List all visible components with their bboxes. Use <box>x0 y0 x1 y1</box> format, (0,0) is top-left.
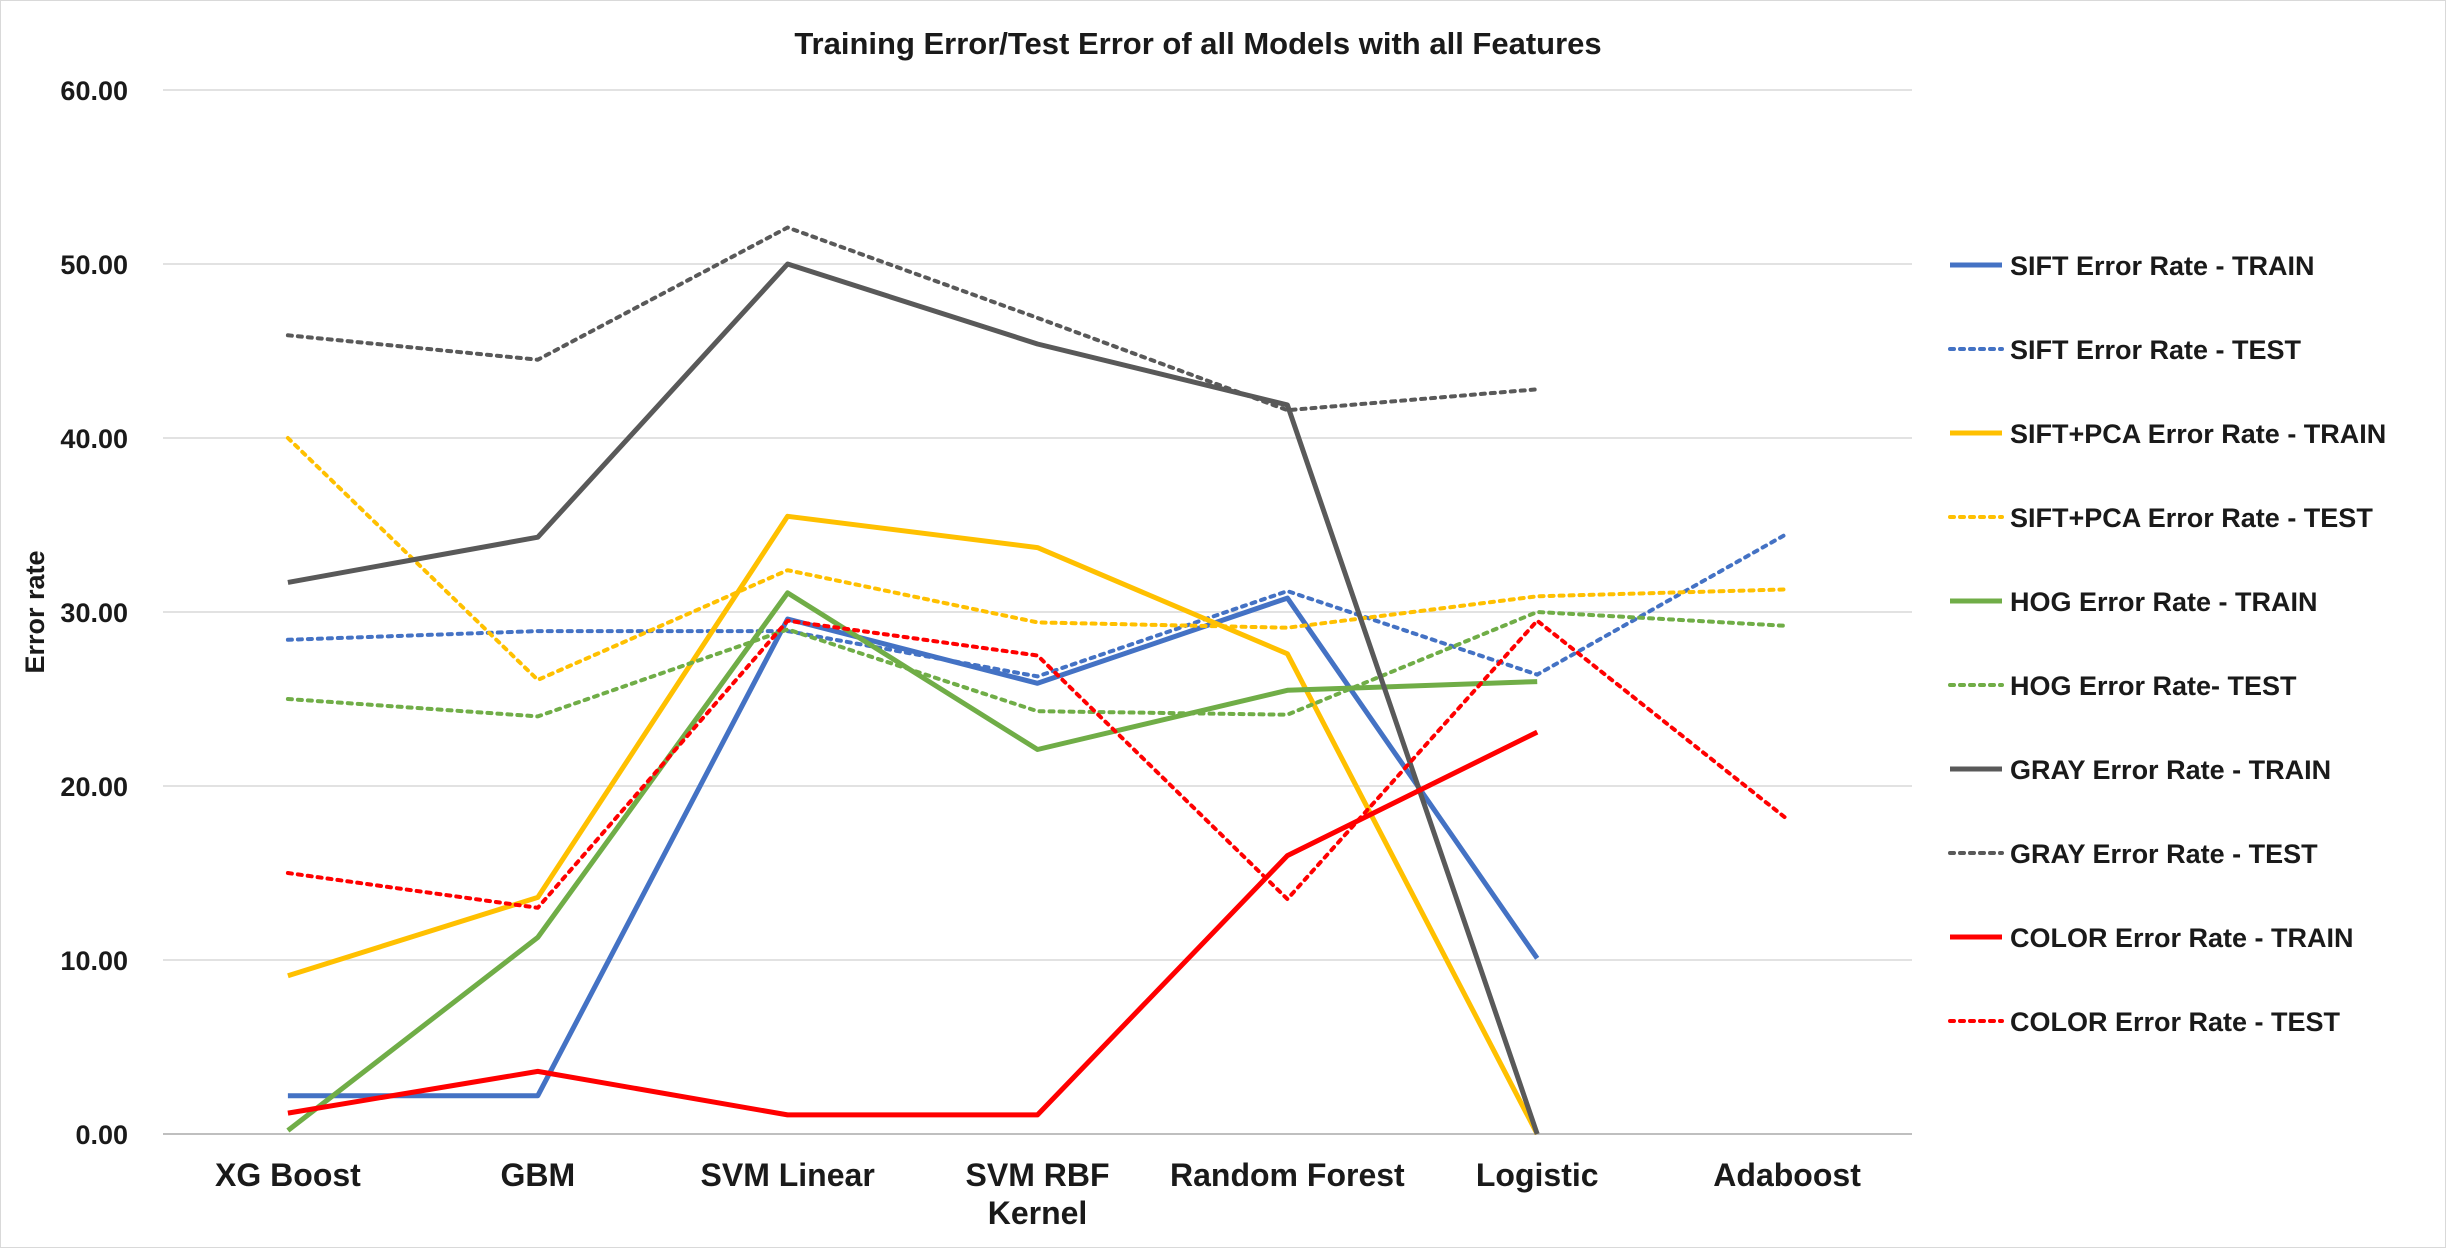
x-tick-label: Random Forest <box>1170 1157 1405 1193</box>
x-tick-label-line: XG Boost <box>215 1157 361 1193</box>
x-tick-label-line: Random Forest <box>1170 1157 1405 1193</box>
x-tick-label: GBM <box>500 1157 575 1193</box>
legend: SIFT Error Rate - TRAIN SIFT Error Rate -… <box>1948 251 2386 1037</box>
series-line-6 <box>287 261 1540 1135</box>
series-line-9 <box>285 618 1790 910</box>
x-tick-label: SVM RBF Kernel <box>966 1157 1110 1231</box>
series-line-4 <box>286 590 1538 1133</box>
y-tick-label: 50.00 <box>60 250 128 280</box>
x-tick-label: XG Boost <box>215 1157 361 1193</box>
series-line-0 <box>287 595 1540 1099</box>
y-tick-label: 0.00 <box>75 1120 128 1150</box>
legend-entry: SIFT+PCA Error Rate - TEST <box>2010 503 2373 533</box>
y-axis-ticks: 0.00 10.00 20.00 30.00 40.00 50.00 60.00 <box>60 76 128 1150</box>
x-tick-label-line: Kernel <box>988 1195 1088 1231</box>
legend-entry: HOG Error Rate - TRAIN <box>2010 587 2318 617</box>
x-tick-label-line: SVM Linear <box>701 1157 875 1193</box>
legend-entry: SIFT Error Rate - TEST <box>2010 335 2302 365</box>
series-line-1 <box>285 531 1790 679</box>
series-lines <box>285 225 1790 1136</box>
series-line-3 <box>285 436 1790 682</box>
legend-entry: SIFT Error Rate - TRAIN <box>2010 251 2315 281</box>
y-tick-label: 10.00 <box>60 946 128 976</box>
y-tick-label: 30.00 <box>60 598 128 628</box>
legend-entry: COLOR Error Rate - TEST <box>2010 1007 2341 1037</box>
legend-entry: SIFT+PCA Error Rate - TRAIN <box>2010 419 2386 449</box>
series-line-2 <box>287 513 1540 1136</box>
legend-entry: GRAY Error Rate - TEST <box>2010 839 2318 869</box>
gridlines <box>163 89 1912 1135</box>
y-tick-label: 60.00 <box>60 76 128 106</box>
x-tick-label-line: GBM <box>500 1157 575 1193</box>
series-line-7 <box>285 225 1540 413</box>
y-tick-label: 20.00 <box>60 772 128 802</box>
y-axis-label: Error rate <box>20 550 50 673</box>
y-tick-label: 40.00 <box>60 424 128 454</box>
legend-entry: GRAY Error Rate - TRAIN <box>2010 755 2331 785</box>
chart-title: Training Error/Test Error of all Models … <box>794 26 1601 61</box>
x-tick-label: SVM Linear <box>701 1157 875 1193</box>
series-line-5 <box>285 610 1790 719</box>
x-tick-label: Adaboost <box>1713 1157 1861 1193</box>
x-tick-label: Logistic <box>1476 1157 1599 1193</box>
legend-entry: HOG Error Rate- TEST <box>2010 671 2297 701</box>
x-tick-label-line: Adaboost <box>1713 1157 1861 1193</box>
x-axis-ticks: XG Boost GBM SVM Linear SVM RBF Kernel Random… <box>215 1157 1861 1231</box>
series-line-8 <box>287 729 1539 1118</box>
legend-entry: COLOR Error Rate - TRAIN <box>2010 923 2354 953</box>
x-tick-label-line: Logistic <box>1476 1157 1599 1193</box>
x-tick-label-line: SVM RBF <box>966 1157 1110 1193</box>
